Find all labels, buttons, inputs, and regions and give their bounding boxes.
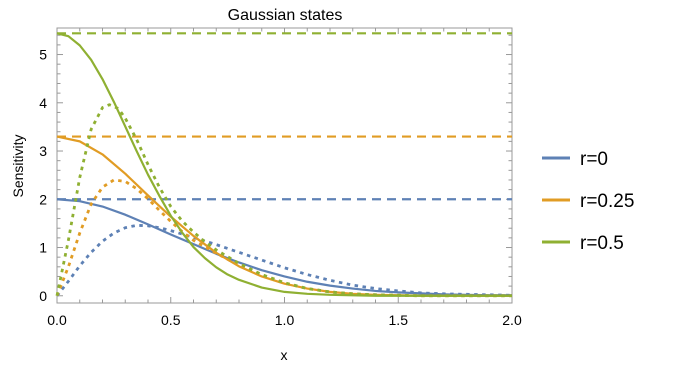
series-r-0-25-dotted-line: [55, 178, 512, 298]
series-r-0-5-solid-line: [56, 32, 512, 297]
series-layer: [55, 32, 513, 298]
x-tick-labels: 0.0 0.5 1.0 1.5 2.0: [47, 312, 522, 328]
series-r-0-25-solid-line: [56, 135, 512, 297]
x-tick-label: 1.5: [389, 312, 409, 328]
series-r-0-dotted-line: [55, 223, 513, 297]
y-tick-label: 2: [39, 191, 47, 207]
y-tick-labels: 0 1 2 3 4 5: [39, 47, 47, 304]
series-r-0-solid-line: [56, 198, 512, 297]
legend-label-r-0: r=0: [580, 149, 608, 170]
series-r-0-5-dotted-line: [55, 103, 512, 298]
y-tick-label: 1: [39, 240, 47, 256]
x-tick-label: 1.0: [275, 312, 295, 328]
legend-label-r-0-5: r=0.5: [580, 233, 624, 254]
legend: r=0 r=0.25 r=0.5: [542, 149, 634, 254]
x-tick-label: 2.0: [502, 312, 522, 328]
y-tick-label: 0: [39, 288, 47, 304]
y-tick-label: 3: [39, 143, 47, 159]
y-tick-label: 4: [39, 95, 47, 111]
y-tick-label: 5: [39, 47, 47, 63]
y-axis-label: Sensitivity: [10, 134, 26, 197]
legend-label-r-0-25: r=0.25: [580, 191, 634, 212]
x-axis-label: x: [281, 347, 288, 363]
plot-frame: [56, 27, 513, 304]
x-tick-label: 0.0: [47, 312, 67, 328]
x-tick-label: 0.5: [161, 312, 181, 328]
chart-title: Gaussian states: [228, 7, 343, 24]
ticks: [56, 28, 513, 303]
